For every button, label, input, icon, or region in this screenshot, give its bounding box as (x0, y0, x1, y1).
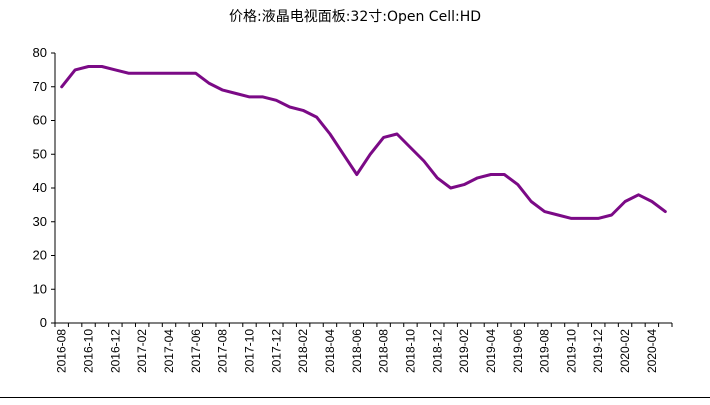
x-tick-label: 2018-12 (430, 329, 444, 373)
y-tick-label: 10 (33, 281, 47, 296)
y-tick-label: 0 (40, 315, 47, 330)
chart-axes (54, 53, 672, 324)
x-tick-label: 2018-10 (403, 329, 417, 373)
bottom-rule (0, 397, 710, 398)
x-tick-label: 2019-08 (538, 329, 552, 373)
x-tick-label: 2017-02 (135, 329, 149, 373)
series-group (60, 65, 667, 220)
y-tick-label: 50 (33, 146, 47, 161)
x-tick-label: 2017-12 (269, 329, 283, 373)
x-tick-label: 2020-04 (645, 329, 659, 373)
x-tick-label: 2018-04 (323, 329, 337, 373)
x-tick-label: 2016-10 (82, 329, 96, 373)
x-tick-label: 2019-12 (591, 329, 605, 373)
series-line (60, 65, 667, 220)
y-tick-label: 60 (33, 113, 47, 128)
x-tick-label: 2016-08 (55, 329, 69, 373)
x-tick-label: 2018-02 (296, 329, 310, 373)
x-tick-label: 2016-12 (108, 329, 122, 373)
y-tick-label: 30 (33, 214, 47, 229)
x-tick-label: 2019-04 (484, 329, 498, 373)
x-tick-label: 2017-06 (189, 329, 203, 373)
x-tick-label: 2020-02 (618, 329, 632, 373)
y-tick-label: 70 (33, 79, 47, 94)
x-tick-label: 2018-06 (350, 329, 364, 373)
y-tick-label: 40 (33, 180, 47, 195)
x-tick-label: 2017-08 (216, 329, 230, 373)
x-tick-label: 2019-02 (457, 329, 471, 373)
x-tick-label: 2019-10 (564, 329, 578, 373)
x-tick-label: 2017-04 (162, 329, 176, 373)
x-tick-label: 2018-08 (377, 329, 391, 373)
y-tick-label: 20 (33, 248, 47, 263)
y-tick-label: 80 (33, 45, 47, 60)
x-tick-label: 2017-10 (242, 329, 256, 373)
chart-title: 价格:液晶电视面板:32寸:Open Cell:HD (229, 9, 481, 25)
x-axis-ticks: 2016-08 2016-10 2016-12 2017-02 2017-04 2017-… (54, 323, 673, 373)
y-axis-ticks: 0 10 20 30 40 50 60 70 80 (33, 45, 55, 330)
x-tick-label: 2019-06 (511, 329, 525, 373)
